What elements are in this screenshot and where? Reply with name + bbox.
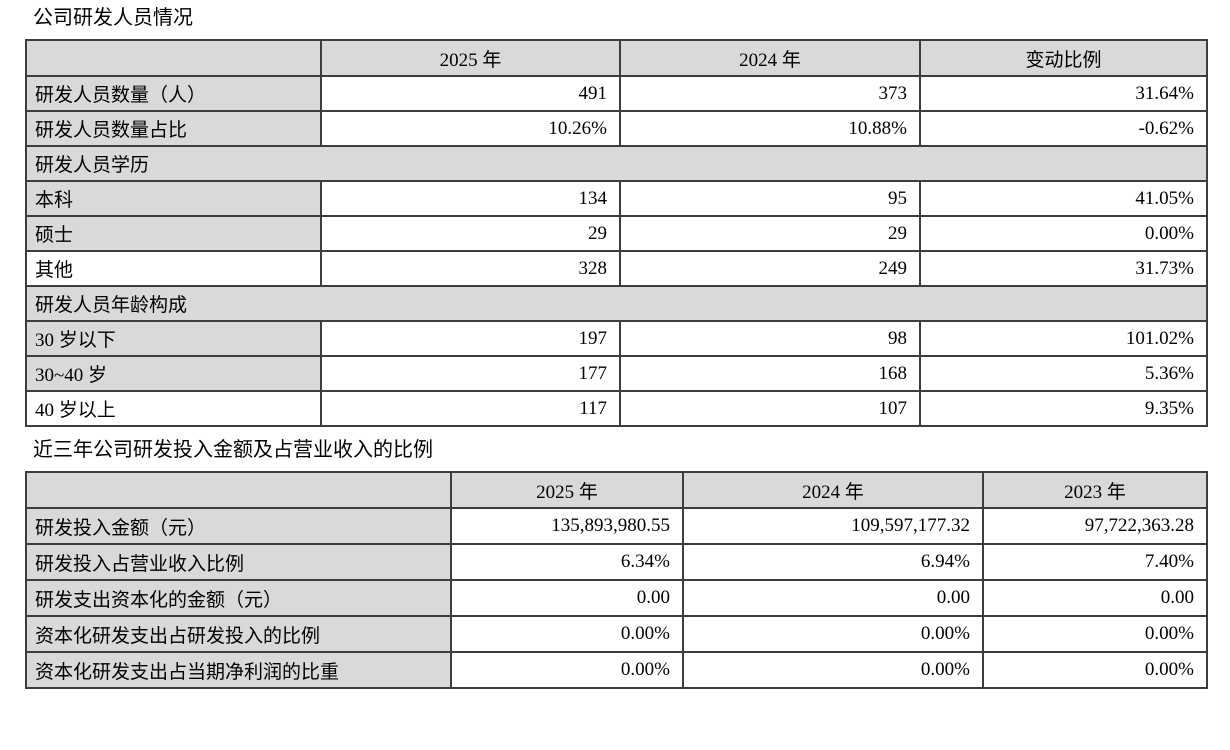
value-cell: 0.00% [450,651,684,689]
value-cell: 168 [619,355,921,392]
table-row: 硕士 29 29 0.00% [25,215,1208,252]
value-cell: 101.02% [919,320,1208,357]
value-cell: 97,722,363.28 [982,507,1208,545]
value-cell: 31.64% [919,75,1208,112]
value-cell: 197 [320,320,621,357]
table-row: 资本化研发支出占研发投入的比例 0.00% 0.00% 0.00% [25,615,1208,653]
value-cell: 0.00 [982,579,1208,617]
value-cell: 109,597,177.32 [682,507,984,545]
row-label-cell: 研发支出资本化的金额（元） [25,579,452,617]
rd-investment-table-body: 研发投入金额（元） 135,893,980.55 109,597,177.32 97,… [25,507,1208,689]
table-row: 资本化研发支出占当期净利润的比重 0.00% 0.00% 0.00% [25,651,1208,689]
value-cell: 0.00% [450,615,684,653]
section-header-cell: 研发人员年龄构成 [25,285,1208,322]
value-cell: -0.62% [919,110,1208,147]
value-cell: 177 [320,355,621,392]
value-cell: 10.26% [320,110,621,147]
table-row: 40 岁以上 117 107 9.35% [25,390,1208,427]
row-label-cell: 其他 [25,250,322,287]
row-label-cell: 资本化研发支出占研发投入的比例 [25,615,452,653]
rd-investment-table: 2025 年 2024 年 2023 年 研发投入金额（元） 135,893,980.… [25,471,1208,689]
value-cell: 98 [619,320,921,357]
rd-personnel-table: 2025 年 2024 年变动比例 研发人员数量（人） 491 373 31.64% 研发… [25,39,1208,427]
rd-personnel-title: 公司研发人员情况 [33,7,193,29]
value-cell: 0.00% [982,615,1208,653]
table-row: 研发支出资本化的金额（元） 0.00 0.00 0.00 [25,579,1208,617]
value-cell: 0.00 [450,579,684,617]
value-cell: 95 [619,180,921,217]
header-row: 2025 年 2024 年 2023 年 [25,471,1208,509]
row-label-cell: 硕士 [25,215,322,252]
header-cell-year: 2025 年 [320,39,621,77]
value-cell: 5.36% [919,355,1208,392]
row-label-cell: 研发人员数量（人） [25,75,322,112]
value-cell: 29 [320,215,621,252]
rd-investment-table-head: 2025 年 2024 年 2023 年 [25,471,1208,509]
table-row: 研发人员数量（人） 491 373 31.64% [25,75,1208,112]
rd-personnel-table-body: 研发人员数量（人） 491 373 31.64% 研发人员数量占比 10.26% 10.88… [25,75,1208,427]
header-cell-empty [25,39,322,77]
value-cell: 328 [320,250,621,287]
value-cell: 0.00 [682,579,984,617]
value-cell: 107 [619,390,921,427]
table-row: 研发人员数量占比 10.26% 10.88% -0.62% [25,110,1208,147]
value-cell: 29 [619,215,921,252]
header-cell-year: 2024 年 [682,471,984,509]
value-cell: 10.88% [619,110,921,147]
table-row: 研发投入金额（元） 135,893,980.55 109,597,177.32 97,… [25,507,1208,545]
section-header-cell: 研发人员学历 [25,145,1208,182]
header-row: 2025 年 2024 年变动比例 [25,39,1208,77]
rd-personnel-table-head: 2025 年 2024 年变动比例 [25,39,1208,77]
section-row: 研发人员学历 [25,145,1208,182]
header-cell-year: 2023 年 [982,471,1208,509]
row-label-cell: 资本化研发支出占当期净利润的比重 [25,651,452,689]
value-cell: 373 [619,75,921,112]
value-cell: 134 [320,180,621,217]
row-label-cell: 30~40 岁 [25,355,322,392]
table-row: 其他 328 249 31.73% [25,250,1208,287]
value-cell: 41.05% [919,180,1208,217]
value-cell: 0.00% [982,651,1208,689]
header-cell-year: 2024 年 [619,39,921,77]
section-row: 研发人员年龄构成 [25,285,1208,322]
row-label-cell: 研发投入占营业收入比例 [25,543,452,581]
value-cell: 0.00% [919,215,1208,252]
row-label-cell: 研发人员数量占比 [25,110,322,147]
value-cell: 117 [320,390,621,427]
table-row: 研发投入占营业收入比例 6.34% 6.94% 7.40% [25,543,1208,581]
value-cell: 249 [619,250,921,287]
header-cell-year: 变动比例 [919,39,1208,77]
row-label-cell: 本科 [25,180,322,217]
header-cell-year: 2025 年 [450,471,684,509]
table-row: 30 岁以下 197 98 101.02% [25,320,1208,357]
header-cell-empty [25,471,452,509]
row-label-cell: 研发投入金额（元） [25,507,452,545]
value-cell: 135,893,980.55 [450,507,684,545]
value-cell: 6.94% [682,543,984,581]
value-cell: 0.00% [682,651,984,689]
value-cell: 0.00% [682,615,984,653]
value-cell: 9.35% [919,390,1208,427]
rd-investment-title: 近三年公司研发投入金额及占营业收入的比例 [33,439,433,461]
row-label-cell: 30 岁以下 [25,320,322,357]
table-row: 30~40 岁 177 168 5.36% [25,355,1208,392]
value-cell: 7.40% [982,543,1208,581]
value-cell: 491 [320,75,621,112]
value-cell: 6.34% [450,543,684,581]
report-document: 公司研发人员情况 2025 年 2024 年变动比例 研发人员数量（人） 491 37… [25,7,1208,689]
value-cell: 31.73% [919,250,1208,287]
row-label-cell: 40 岁以上 [25,390,322,427]
table-row: 本科 134 95 41.05% [25,180,1208,217]
